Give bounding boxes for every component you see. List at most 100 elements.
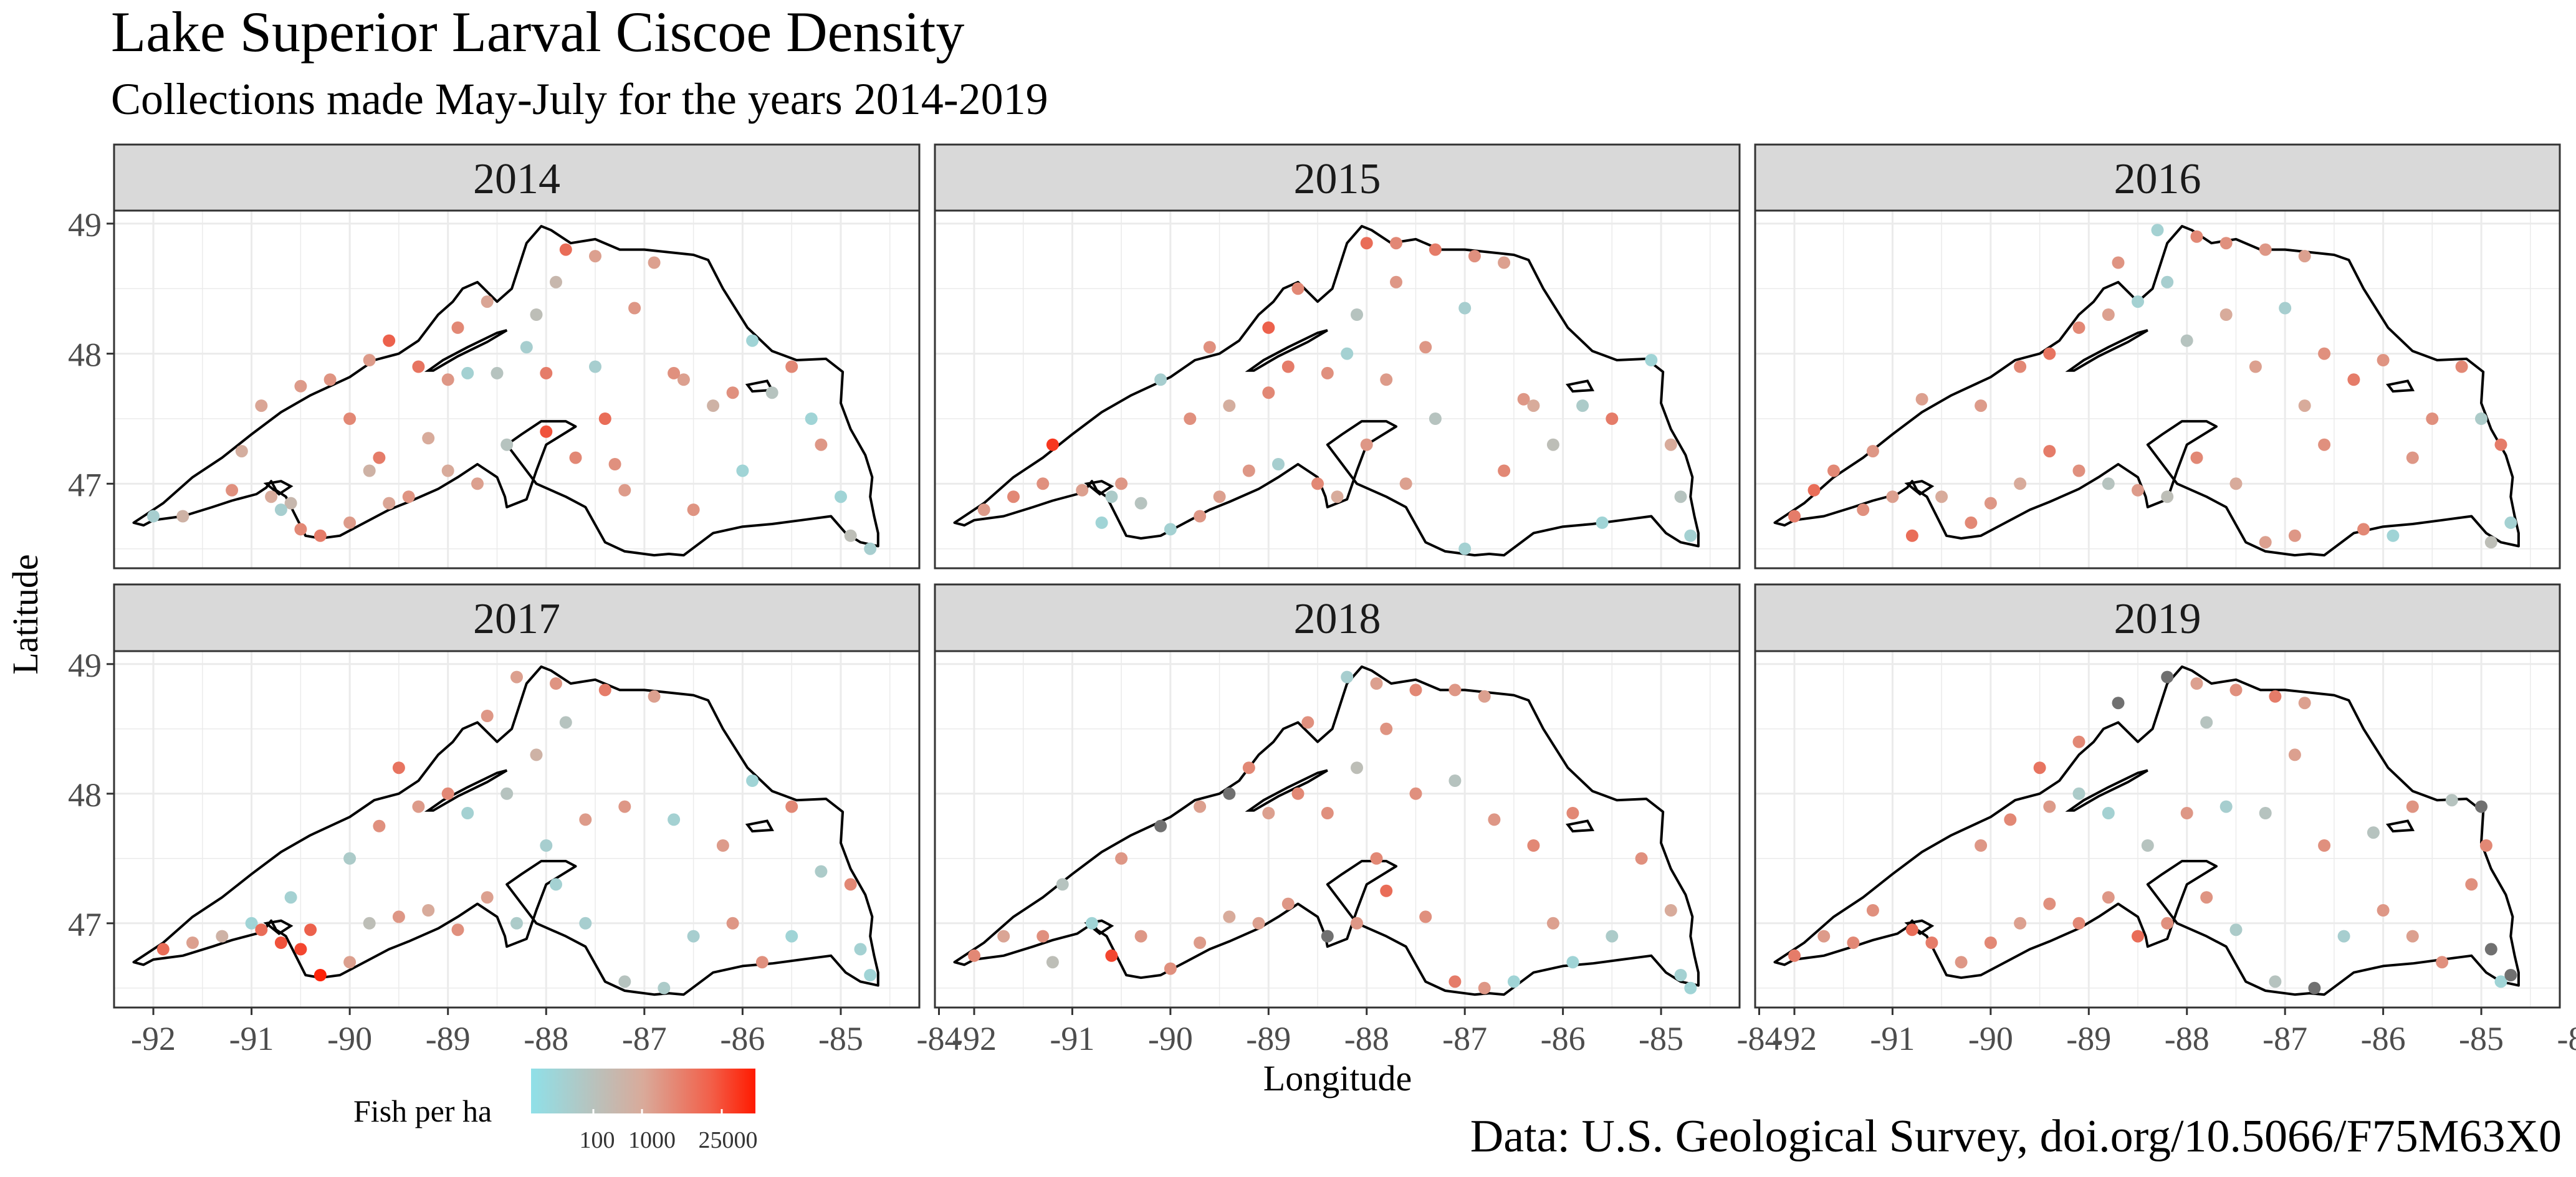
sample-point [1301, 716, 1314, 729]
sample-point [835, 490, 847, 503]
sample-point [968, 949, 980, 962]
sample-point [2043, 347, 2056, 360]
sample-point [1606, 412, 1619, 425]
sample-point [2484, 943, 2497, 956]
x-tick-label: -85 [1639, 1020, 1683, 1057]
sample-point [1291, 282, 1305, 295]
sample-point [2102, 891, 2115, 904]
sample-point [1194, 800, 1207, 813]
legend-label-1000: 1000 [628, 1127, 676, 1153]
facet-strip [1754, 143, 2561, 212]
sample-point [510, 670, 523, 684]
sample-point [226, 484, 239, 497]
sample-point [1857, 503, 1870, 517]
sample-point [363, 354, 376, 366]
sample-point [323, 373, 337, 386]
sample-point [618, 975, 631, 988]
y-tick-label: 49 [68, 206, 102, 244]
x-tick-label: -85 [2459, 1020, 2504, 1057]
sample-point [1925, 936, 1938, 949]
sample-point [1448, 975, 1462, 988]
sample-point [2426, 412, 2439, 425]
plot-background [114, 651, 919, 1008]
sample-point [1242, 761, 1255, 774]
x-tick-label: -85 [818, 1020, 863, 1057]
x-tick-label: -91 [1870, 1020, 1915, 1057]
sample-point [726, 917, 739, 930]
sample-point [1262, 386, 1275, 399]
legend-label-100: 100 [580, 1127, 615, 1153]
facet-strip-label: 2014 [473, 155, 560, 203]
x-tick-label: -89 [426, 1020, 471, 1057]
facet-panel-2017: 2017 [113, 583, 921, 1009]
sample-point [618, 800, 631, 813]
sample-point [451, 923, 464, 936]
sample-point [1674, 490, 1687, 503]
sample-point [1409, 787, 1422, 800]
sample-point [1886, 490, 1899, 503]
sample-point [1115, 477, 1128, 490]
sample-point [294, 523, 307, 536]
sample-point [579, 813, 592, 826]
lake-shoreline [132, 225, 879, 557]
sample-points [1788, 670, 2517, 994]
sample-point [2377, 354, 2390, 366]
sample-point [2043, 897, 2056, 910]
x-tick-label: -88 [1344, 1020, 1389, 1057]
sample-point [314, 969, 327, 981]
sample-point [1606, 930, 1619, 943]
sample-point [2072, 321, 2085, 334]
sample-point [1975, 399, 1988, 412]
plot-background [1755, 651, 2560, 1008]
sample-point [2387, 529, 2400, 542]
sample-point [1351, 917, 1363, 930]
sample-point [1262, 807, 1275, 819]
sample-point [2377, 904, 2390, 917]
sample-point [265, 490, 278, 503]
sample-point [2259, 807, 2272, 819]
sample-point [1134, 930, 1147, 943]
legend-label-25000: 25000 [699, 1127, 758, 1153]
sample-point [618, 484, 631, 497]
sample-point [815, 438, 828, 451]
sample-point [1847, 936, 1860, 949]
sample-point [1184, 412, 1197, 425]
apostle-islands-outline [1084, 480, 1114, 496]
lake-shoreline [1773, 665, 2520, 996]
sample-point [294, 379, 307, 393]
sample-point [481, 295, 494, 308]
x-tick-label: -92 [1772, 1020, 1817, 1057]
sample-point [1478, 690, 1491, 703]
lake-shoreline [132, 665, 879, 996]
sample-point [412, 360, 425, 373]
sample-point [510, 917, 523, 930]
sample-point [1360, 438, 1373, 451]
sample-point [2112, 697, 2125, 710]
sample-point [2102, 477, 2115, 490]
x-tick-label: -87 [1442, 1020, 1487, 1057]
sample-point [1478, 981, 1491, 994]
sample-point [1242, 464, 1255, 477]
plot-background [935, 651, 1740, 1008]
y-tick-label: 47 [68, 466, 102, 503]
sample-point [1576, 399, 1589, 412]
sample-point [2465, 878, 2478, 891]
sample-point [1321, 366, 1334, 379]
sample-point [2190, 451, 2203, 464]
sample-point [1380, 884, 1393, 897]
sample-point [2161, 670, 2174, 684]
x-tick-label: -92 [131, 1020, 176, 1057]
sample-point [1380, 722, 1393, 735]
sample-point [1311, 477, 1324, 490]
sample-point [1154, 819, 1167, 832]
sample-point [648, 256, 661, 269]
sample-point [1527, 399, 1540, 412]
sample-point [373, 451, 386, 464]
sample-point [1674, 969, 1687, 981]
sample-point [805, 412, 818, 425]
sample-point [1331, 490, 1344, 503]
sample-point [451, 321, 464, 334]
sample-point [2190, 677, 2203, 690]
sample-point [1448, 774, 1462, 787]
sample-point [1458, 302, 1472, 315]
